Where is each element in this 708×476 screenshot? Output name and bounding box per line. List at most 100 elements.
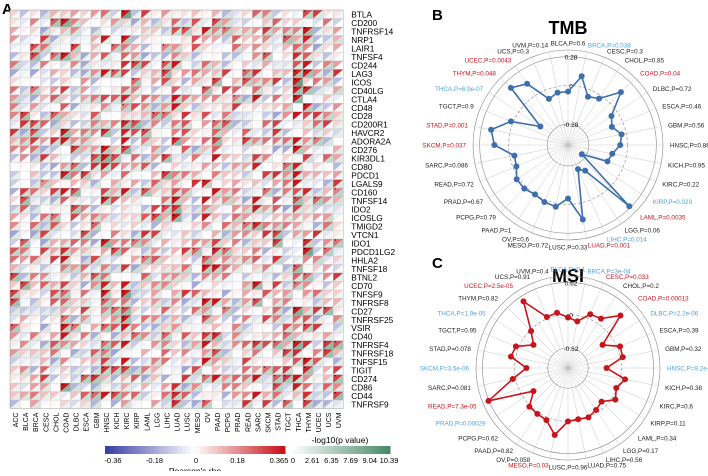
heatmap-cell-p <box>121 323 132 333</box>
heatmap-cell-p <box>313 400 324 409</box>
heatmap-cell-p <box>191 383 202 392</box>
heatmap-cell-rho <box>252 52 263 61</box>
radar-point <box>565 418 571 425</box>
heatmap-cell-p <box>272 315 283 324</box>
heatmap-cell-p <box>262 205 273 214</box>
heatmap-cell-p <box>191 255 202 265</box>
heatmap-significance-mark: * <box>122 120 124 126</box>
heatmap-cell-rho <box>80 400 91 409</box>
heatmap-cell-rho <box>20 26 31 36</box>
heatmap-cell-rho <box>111 35 122 44</box>
heatmap-cell-rho <box>302 137 313 146</box>
heatmap-cell-rho <box>302 383 313 392</box>
heatmap-cell-rho <box>272 298 283 307</box>
heatmap-cell-p <box>292 391 303 401</box>
heatmap-cell-rho <box>262 306 273 316</box>
heatmap-cell-rho <box>333 77 344 87</box>
heatmap-cell-p <box>100 374 111 384</box>
radar-ring-label: 0.28 <box>565 55 578 62</box>
heatmap-cell-p <box>100 94 111 104</box>
heatmap-cell-rho <box>131 60 142 70</box>
heatmap-cell-rho <box>20 43 31 53</box>
radar-point <box>507 353 514 360</box>
heatmap-cell-p <box>333 222 344 231</box>
heatmap-cell-p <box>131 154 142 163</box>
heatmap-cell-p <box>292 77 303 87</box>
heatmap-cell-p <box>191 400 202 409</box>
heatmap-cell-p <box>161 264 172 273</box>
p-legend-swatch <box>327 446 331 454</box>
heatmap-cell-p <box>60 205 71 214</box>
heatmap-cell-rho <box>222 323 233 333</box>
heatmap-significance-mark: * <box>173 214 175 220</box>
rho-legend-swatch <box>109 446 115 454</box>
heatmap-cell-rho <box>141 315 152 324</box>
heatmap-cell-p <box>282 188 293 197</box>
rho-legend-swatch <box>199 446 205 454</box>
radar-title: TMB <box>549 18 588 38</box>
heatmap-cell-rho <box>70 332 81 341</box>
heatmap-cell-p <box>262 128 273 138</box>
heatmap-cell-rho <box>242 383 253 392</box>
radar-spoke <box>482 332 569 369</box>
heatmap-cell-p <box>302 306 313 316</box>
heatmap-cell-p <box>70 196 81 206</box>
heatmap-cell-p <box>302 179 313 189</box>
heatmap-cell-rho <box>313 213 324 222</box>
heatmap-cell-rho <box>181 315 192 324</box>
heatmap-cell-rho <box>232 154 243 163</box>
heatmap-cell-rho <box>222 188 233 197</box>
heatmap-cell-rho <box>151 128 162 138</box>
heatmap-column-label: LGG <box>154 413 161 428</box>
heatmap-cell-rho <box>141 111 152 121</box>
heatmap-cell-rho <box>212 52 223 61</box>
heatmap-cell-rho <box>222 145 233 155</box>
radar-category-label: GBM,P=0.32 <box>665 346 702 353</box>
heatmap-cell-p <box>252 60 263 70</box>
heatmap-cell-p <box>323 340 334 350</box>
heatmap-significance-mark: * <box>213 332 215 338</box>
heatmap-cell-p <box>121 340 132 350</box>
heatmap-cell-p <box>40 162 51 172</box>
heatmap-cell-p <box>252 247 263 256</box>
heatmap-significance-mark: * <box>72 205 74 211</box>
heatmap-cell-rho <box>232 120 243 129</box>
heatmap-cell-rho <box>60 255 71 265</box>
heatmap-cell-rho <box>20 306 31 316</box>
heatmap-cell-rho <box>191 137 202 146</box>
heatmap-cell-p <box>60 332 71 341</box>
heatmap-significance-mark: * <box>142 256 144 262</box>
heatmap-cell-p <box>191 162 202 172</box>
heatmap-cell-rho <box>323 103 334 112</box>
heatmap-cell-rho <box>30 281 41 290</box>
heatmap-column-label: UCS <box>326 412 333 427</box>
heatmap-cell-rho <box>242 213 253 222</box>
heatmap-cell-p <box>323 103 334 112</box>
heatmap-cell-rho <box>10 120 21 129</box>
heatmap-cell-rho <box>111 298 122 307</box>
heatmap-cell-p <box>121 94 132 104</box>
heatmap-cell-p <box>60 230 71 239</box>
heatmap-cell-p <box>171 306 182 316</box>
radar-point <box>541 199 548 206</box>
heatmap-cell-p <box>212 154 223 163</box>
heatmap-cell-p <box>131 18 142 27</box>
heatmap-cell-p <box>171 196 182 206</box>
heatmap-cell-rho <box>201 281 212 290</box>
heatmap-cell-rho <box>50 77 61 87</box>
heatmap-cell-rho <box>111 238 122 248</box>
heatmap-cell-p <box>191 298 202 307</box>
heatmap-cell-rho <box>201 154 212 163</box>
heatmap-cell-rho <box>292 366 303 375</box>
heatmap-cell-p <box>10 94 21 104</box>
heatmap-cell-p <box>333 10 344 19</box>
heatmap-cell-p <box>272 26 283 36</box>
heatmap-cell-rho <box>40 26 51 36</box>
heatmap-cell-rho <box>333 255 344 265</box>
heatmap-cell-p <box>10 306 21 316</box>
heatmap-cell-rho <box>191 60 202 70</box>
heatmap-cell-p <box>151 43 162 53</box>
heatmap-cell-p <box>20 340 31 350</box>
heatmap-cell-p <box>252 205 263 214</box>
heatmap-cell-rho <box>181 264 192 273</box>
